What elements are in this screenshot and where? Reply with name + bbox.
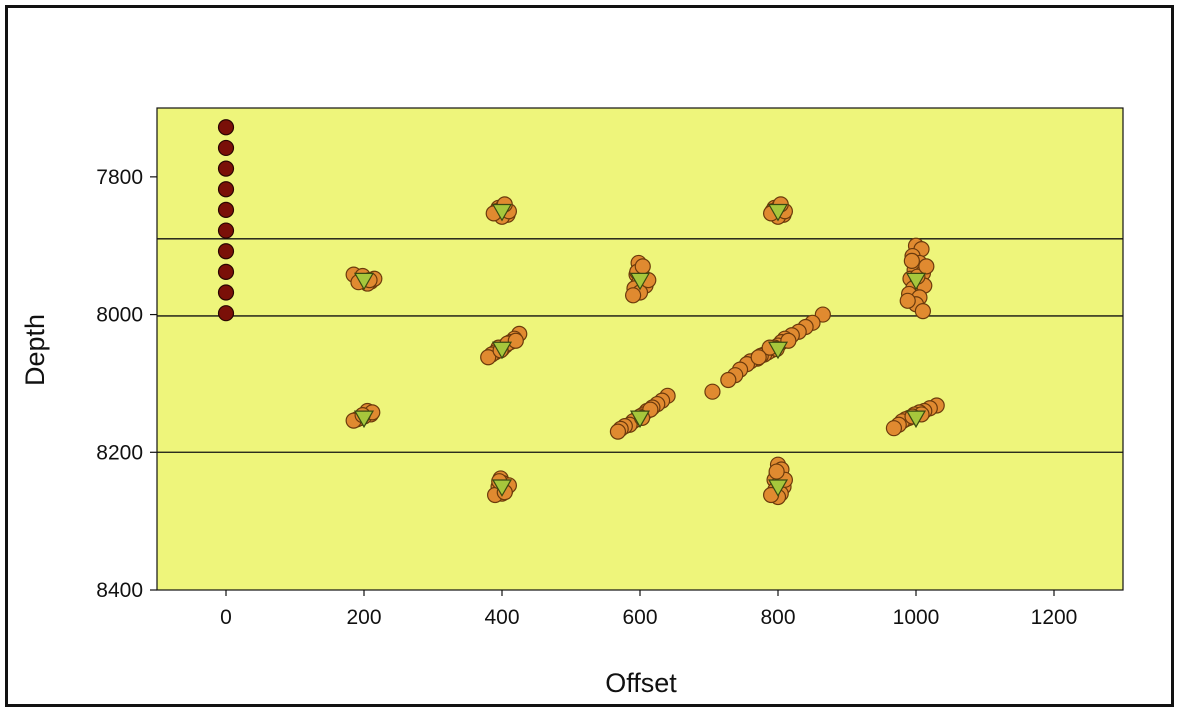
y-tick-label: 8400 <box>96 579 143 602</box>
perforation-marker <box>629 272 651 291</box>
receiver-point <box>217 222 235 239</box>
data-points <box>217 119 945 506</box>
perforation-marker <box>767 203 789 222</box>
x-tick-label: 1200 <box>1031 606 1078 629</box>
perforation-marker <box>491 341 513 360</box>
x-tick-label: 1000 <box>893 606 940 629</box>
y-tick-label: 7800 <box>96 166 143 189</box>
event-point <box>899 292 916 309</box>
perforation-marker <box>491 479 513 497</box>
y-axis: 7800 8000 8200 8400 <box>96 166 157 602</box>
event-point <box>750 349 767 366</box>
event-point <box>507 332 524 349</box>
event-point <box>903 252 920 269</box>
receiver-point <box>217 119 235 136</box>
y-tick-label: 8200 <box>96 441 143 464</box>
receiver-point <box>217 263 235 280</box>
horizontal-reference-lines <box>157 238 1123 453</box>
event-point <box>704 383 721 400</box>
perforation-marker <box>767 479 789 497</box>
x-axis-title: Offset <box>605 668 677 698</box>
y-tick-label: 8000 <box>96 304 143 327</box>
perforation-marker <box>491 203 513 222</box>
perforation-marker <box>353 410 375 429</box>
x-tick-label: 400 <box>484 606 519 629</box>
event-point <box>720 371 737 389</box>
receiver-point <box>217 201 235 219</box>
plot-area <box>157 108 1123 590</box>
event-point <box>609 423 627 440</box>
event-point <box>768 463 785 480</box>
chart-frame: 0 200 400 600 800 1000 1200 7800 8000 8200 8400 O… <box>5 5 1174 707</box>
receiver-point <box>217 181 235 198</box>
receiver-point <box>217 243 235 260</box>
receiver-point <box>217 160 235 177</box>
event-point <box>885 420 903 437</box>
perforation-marker <box>353 272 375 291</box>
receiver-point <box>217 305 235 322</box>
x-tick-label: 200 <box>346 606 381 629</box>
perforation-marker <box>629 410 651 429</box>
event-point <box>634 258 651 275</box>
perforation-marker <box>905 410 927 429</box>
x-tick-label: 600 <box>622 606 657 629</box>
y-axis-title: Depth <box>20 314 50 386</box>
scatter-chart: 0 200 400 600 800 1000 1200 7800 8000 8200 8400 O… <box>20 107 1124 698</box>
x-tick-label: 800 <box>760 606 795 629</box>
receiver-point <box>217 284 235 301</box>
perforation-marker <box>905 272 927 291</box>
event-point <box>624 287 642 304</box>
x-tick-label: 0 <box>220 606 232 629</box>
perforation-marker <box>767 341 789 360</box>
event-point <box>480 349 497 366</box>
receiver-point <box>217 139 235 157</box>
event-point <box>918 258 935 275</box>
x-axis: 0 200 400 600 800 1000 1200 <box>220 590 1077 629</box>
event-point <box>914 303 932 320</box>
